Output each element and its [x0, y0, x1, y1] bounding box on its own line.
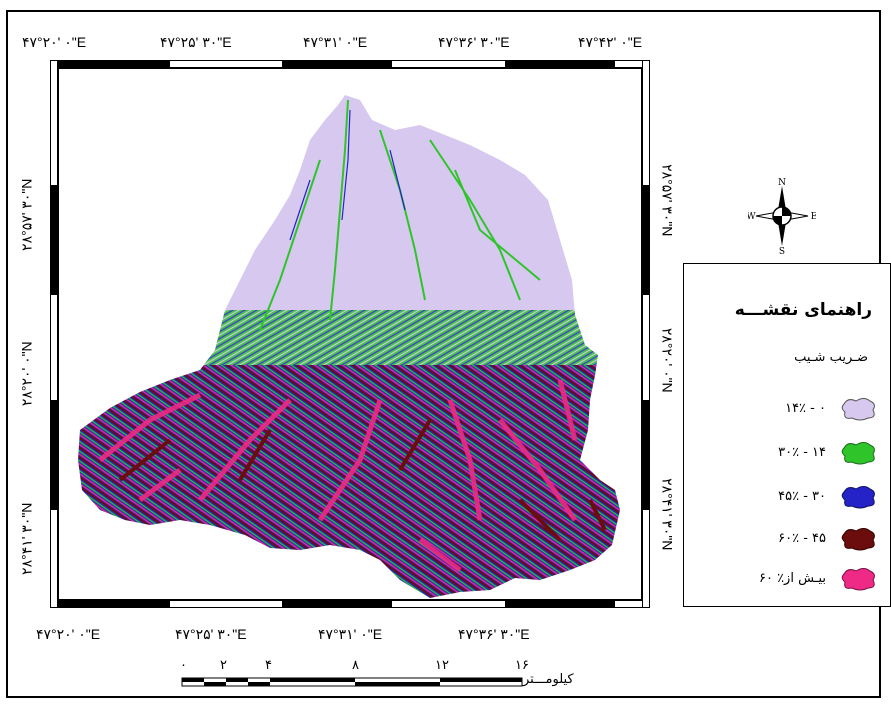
legend-title: راهنمای نقشـــه — [734, 300, 872, 320]
coord-bottom-2: ۴۷°۲۵' ۳۰"E — [175, 626, 248, 642]
left-scale-band — [50, 60, 58, 608]
left-band-seg — [50, 185, 58, 295]
legend-item: ۴۵ - ۶۰٪ — [684, 526, 891, 554]
top-band-seg — [50, 60, 170, 68]
coord-left-1: ۲۸°۵۷' ۳۰"N — [18, 178, 35, 251]
compass-rose-icon: N S W E — [748, 178, 816, 254]
coord-top-5: ۴۷°۴۲' ۰"E — [578, 34, 643, 50]
coord-top-1: ۴۷°۲۰' ۰"E — [22, 34, 87, 50]
coord-bottom-1: ۴۷°۲۰' ۰"E — [36, 626, 101, 642]
scale-tick-4: ۴ — [265, 658, 272, 673]
coord-right-2: ۲۸°۲۰' ۰"N — [659, 327, 676, 394]
coord-right-1: ۲۸°۵۷' ۳۰"N — [659, 164, 676, 237]
coord-left-2: ۲۸°۲۰' ۰"N — [18, 340, 35, 407]
top-band-seg — [505, 60, 615, 68]
legend-item: ۳۰ - ۴۵٪ — [684, 484, 891, 512]
bottom-band-seg — [505, 600, 615, 608]
coord-top-3: ۴۷°۳۱' ۰"E — [303, 34, 368, 50]
blue-blob-icon — [841, 486, 875, 509]
scale-tick-12: ۱۲ — [435, 658, 449, 673]
north-label: N — [778, 178, 786, 188]
legend-item: ۱۴ - ۳۰٪ — [684, 440, 891, 468]
scale-tick-2: ۲ — [220, 658, 227, 673]
coord-top-4: ۴۷°۳۶' ۳۰"E — [438, 34, 511, 50]
legend-item-label: بیـش از٪ ۶۰ — [758, 571, 826, 586]
coord-left-3: ۲۸°۴۱' ۳۰"N — [18, 502, 35, 575]
scale-tick-16: ۱۶ — [515, 658, 529, 673]
legend-subtitle: ضـریب شـیب — [794, 350, 868, 365]
maroon-blob-icon — [841, 528, 875, 551]
right-scale-band — [642, 60, 650, 608]
legend-item-label: ۴۵ - ۶۰٪ — [778, 531, 826, 546]
scale-tick-0: ۰ — [180, 658, 187, 673]
green-blob-icon — [841, 442, 875, 465]
coord-bottom-4: ۴۷°۳۶' ۳۰"E — [458, 626, 531, 642]
coord-bottom-3: ۴۷°۳۱' ۰"E — [318, 626, 383, 642]
right-band-seg — [642, 400, 650, 510]
right-band-seg — [642, 185, 650, 295]
south-label: S — [779, 247, 785, 254]
bottom-band-seg — [282, 600, 392, 608]
scale-unit: کیلومـــتر — [523, 672, 574, 687]
bottom-band-seg — [50, 600, 170, 608]
legend-item-label: ۱۴ - ۳۰٪ — [778, 445, 826, 460]
left-band-seg — [50, 400, 58, 510]
pink-blob-icon — [841, 568, 875, 591]
east-label: E — [811, 212, 816, 222]
scale-bar-graphic — [181, 677, 523, 687]
legend-item-label: ۰ - ۱۴٪ — [785, 401, 826, 416]
map-legend: راهنمای نقشـــه ضـریب شـیب ۰ - ۱۴٪ ۱۴ - … — [683, 263, 891, 607]
coord-top-2: ۴۷°۲۵' ۳۰"E — [160, 34, 233, 50]
west-label: W — [748, 212, 756, 222]
lilac-blob-icon — [841, 398, 875, 421]
legend-item: بیـش از٪ ۶۰ — [684, 566, 891, 594]
coord-right-3: ۲۸°۴۱' ۳۰"N — [659, 478, 676, 551]
top-band-seg — [282, 60, 392, 68]
legend-item: ۰ - ۱۴٪ — [684, 396, 891, 424]
legend-item-label: ۳۰ - ۴۵٪ — [778, 489, 826, 504]
scale-tick-8: ۸ — [352, 658, 359, 673]
